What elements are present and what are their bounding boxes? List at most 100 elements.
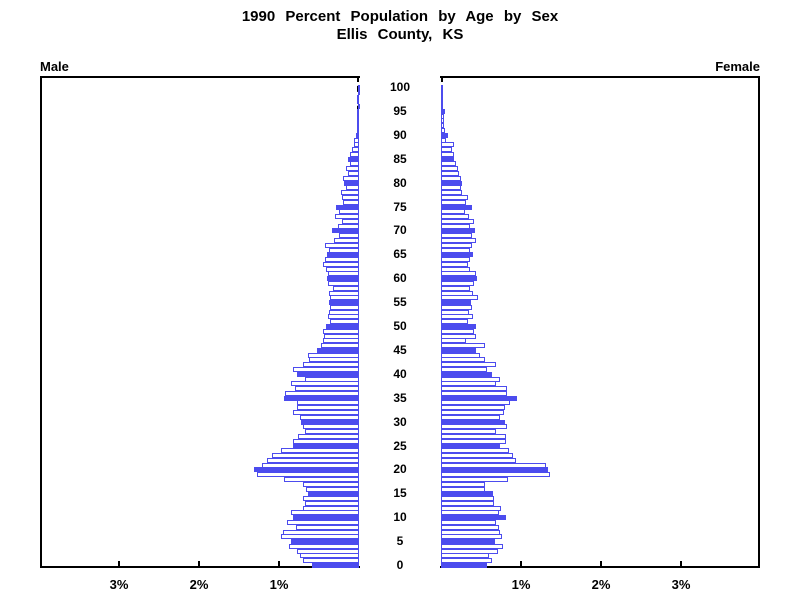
bar-female-age-94 [441, 114, 444, 119]
x-tick-male-2% [198, 561, 200, 566]
bar-male-age-22 [267, 458, 359, 463]
bar-female-age-87 [441, 147, 452, 152]
bar-female-age-86 [441, 152, 454, 157]
bar-female-age-22 [441, 458, 516, 463]
bar-male-age-99 [358, 90, 360, 95]
age-tick-label-5: 5 [396, 534, 404, 548]
bar-female-age-81 [441, 176, 461, 181]
x-tick-label-female-2%: 2% [591, 577, 611, 592]
x-tick-label-male-1%: 1% [269, 577, 289, 592]
bar-male-age-33 [297, 405, 359, 410]
bar-female-age-91 [441, 128, 445, 133]
age-tick-label-75: 75 [393, 200, 407, 214]
age-tick-label-25: 25 [393, 439, 407, 453]
age-tick-label-15: 15 [393, 486, 407, 500]
bar-male-age-89 [354, 138, 359, 143]
bar-female-age-18 [441, 477, 508, 482]
bar-male-age-1 [303, 558, 359, 563]
bar-male-age-46 [321, 343, 359, 348]
bar-female-age-100 [441, 85, 443, 90]
bar-male-age-25 [293, 444, 359, 449]
bar-female-age-39 [441, 377, 500, 382]
bar-male-age-21 [262, 463, 359, 468]
male-panel-label: Male [40, 59, 69, 74]
bar-female-age-41 [441, 367, 487, 372]
age-tick-label-60: 60 [393, 271, 407, 285]
bar-female-age-66 [441, 248, 470, 253]
bar-female-age-28 [441, 429, 496, 434]
bar-male-age-82 [348, 171, 359, 176]
bar-male-age-27 [298, 434, 359, 439]
bar-male-age-53 [329, 310, 359, 315]
bar-male-age-78 [341, 190, 359, 195]
bar-male-age-16 [306, 487, 359, 492]
bar-female-age-8 [441, 525, 499, 530]
age-tick-label-50: 50 [393, 319, 407, 333]
bar-female-age-45 [441, 348, 476, 353]
age-tick-label-0: 0 [396, 558, 404, 572]
bar-female-age-7 [441, 530, 500, 535]
bar-female-age-42 [441, 362, 496, 367]
bar-male-age-81 [343, 176, 359, 181]
age-tick-label-10: 10 [393, 510, 407, 524]
bar-male-age-37 [295, 386, 359, 391]
x-tick-label-female-1%: 1% [511, 577, 531, 592]
x-tick-label-male-3%: 3% [109, 577, 129, 592]
bar-male-age-32 [293, 410, 359, 415]
bar-male-age-35 [284, 396, 359, 401]
bar-male-age-87 [352, 147, 359, 152]
bar-female-age-98 [441, 95, 443, 100]
bar-male-age-91 [357, 128, 359, 133]
bar-female-age-30 [441, 420, 505, 425]
bar-female-age-17 [441, 482, 485, 487]
bar-female-age-5 [441, 539, 495, 544]
bar-female-age-33 [441, 405, 505, 410]
x-tick-male-3% [118, 561, 120, 566]
bar-female-age-99 [441, 90, 443, 95]
female-panel-label: Female [715, 59, 760, 74]
bar-female-age-19 [441, 472, 550, 477]
bar-male-age-7 [283, 530, 359, 535]
bar-female-age-71 [441, 224, 470, 229]
bar-male-age-49 [323, 329, 359, 334]
bar-female-age-49 [441, 329, 474, 334]
bar-male-age-9 [287, 520, 359, 525]
bar-male-age-40 [297, 372, 359, 377]
bar-male-age-4 [289, 544, 359, 549]
bar-male-age-94 [357, 114, 359, 119]
bar-male-age-69 [339, 233, 359, 238]
bar-male-age-12 [303, 506, 359, 511]
age-tick-label-65: 65 [393, 247, 407, 261]
bar-female-age-37 [441, 386, 507, 391]
bar-male-age-95 [357, 109, 359, 114]
bar-male-age-48 [324, 334, 359, 339]
female-panel-frame [440, 76, 760, 568]
bar-female-age-88 [441, 142, 454, 147]
male-panel-frame [40, 76, 360, 568]
bar-male-age-98 [357, 95, 359, 100]
bar-male-age-96 [358, 104, 360, 109]
x-tick-female-3% [680, 561, 682, 566]
bar-female-age-60 [441, 276, 477, 281]
x-tick-label-female-3%: 3% [671, 577, 691, 592]
bar-male-age-54 [330, 305, 359, 310]
age-tick-label-95: 95 [393, 104, 407, 118]
bar-female-age-95 [441, 109, 445, 114]
bar-female-age-48 [441, 334, 476, 339]
bar-male-age-13 [305, 501, 359, 506]
bar-male-age-63 [323, 262, 359, 267]
bar-female-age-10 [441, 515, 506, 520]
bar-male-age-23 [272, 453, 359, 458]
bar-female-age-82 [441, 171, 459, 176]
bar-male-age-41 [293, 367, 359, 372]
bar-female-age-55 [441, 300, 471, 305]
bar-female-age-67 [441, 243, 472, 248]
bar-male-age-77 [342, 195, 359, 200]
age-tick-label-80: 80 [393, 176, 407, 190]
bar-male-age-73 [335, 214, 359, 219]
bar-male-age-51 [330, 319, 359, 324]
bar-male-age-83 [346, 166, 359, 171]
bar-male-age-67 [325, 243, 359, 248]
bar-male-age-31 [300, 415, 359, 420]
